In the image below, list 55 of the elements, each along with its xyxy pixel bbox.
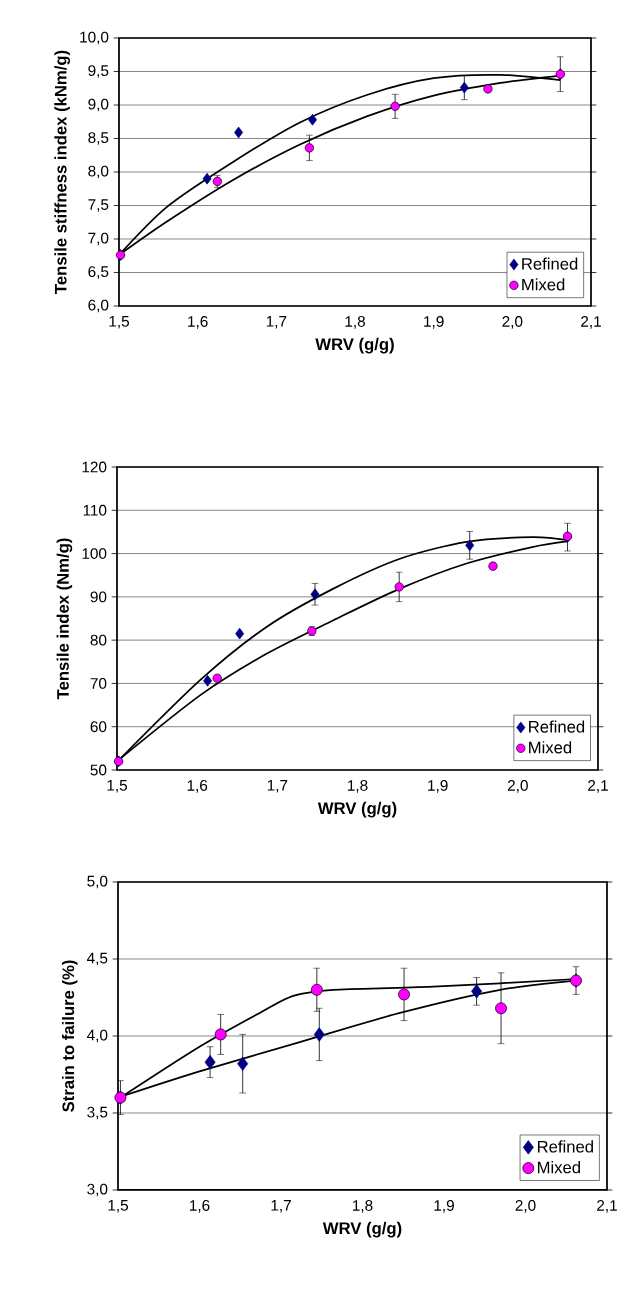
y-tick-label: 8,5 [88, 132, 109, 145]
y-tick-label: 4,5 [86, 952, 108, 966]
y-tick-label: 7,5 [88, 199, 109, 212]
y-tick-label: 3,5 [87, 1106, 108, 1120]
x-tick-label: 1,5 [108, 1200, 129, 1213]
y-tick-label: 50 [90, 764, 107, 776]
legend-label: Refined [522, 257, 578, 270]
x-tick-label: 1,6 [188, 316, 208, 329]
x-tick-label: 1,7 [271, 1200, 291, 1213]
x-tick-label: 1,8 [348, 780, 368, 793]
y-axis-title: Tensile stiffness index (kNm/g) [54, 50, 70, 294]
x-tick-label: 2,1 [588, 780, 608, 793]
x-tick-label: 2,1 [597, 1200, 617, 1213]
x-tick-label: 1,6 [187, 780, 208, 793]
y-tick-label: 5,0 [87, 875, 108, 889]
x-tick-label: 1,5 [107, 780, 128, 793]
x-tick-label: 2,0 [502, 316, 523, 329]
legend-label: Refined [537, 1140, 593, 1153]
y-tick-label: 7,0 [88, 232, 109, 246]
legend-label: Refined [529, 720, 585, 733]
x-axis-title: WRV (g/g) [317, 801, 397, 818]
x-tick-label: 1,9 [434, 1200, 454, 1213]
x-tick-label: 2,0 [515, 1200, 536, 1213]
y-axis-title: Tensile index (Nm/g) [56, 538, 73, 700]
x-axis-title: WRV (g/g) [322, 1221, 402, 1238]
y-tick-label: 70 [90, 678, 107, 689]
x-axis-title: WRV (g/g) [315, 337, 394, 354]
y-tick-label: 9,5 [88, 65, 109, 78]
x-tick-label: 1,6 [190, 1200, 210, 1213]
y-tick-label: 9,0 [88, 98, 109, 112]
y-tick-label: 3,0 [87, 1183, 108, 1197]
y-tick-label: 80 [90, 634, 107, 646]
y-tick-label: 6,0 [88, 299, 109, 313]
x-tick-label: 1,7 [267, 780, 288, 793]
y-tick-label: 8,0 [88, 165, 109, 179]
legend-label: Mixed [529, 741, 572, 754]
y-tick-label: 10,0 [80, 31, 109, 45]
x-tick-label: 2,1 [581, 316, 601, 329]
x-tick-label: 1,9 [428, 780, 448, 793]
legend-label: Mixed [537, 1161, 580, 1174]
y-tick-label: 120 [82, 461, 107, 473]
x-tick-label: 1,8 [353, 1200, 373, 1213]
y-tick-label: 90 [90, 591, 107, 603]
x-tick-label: 1,8 [345, 316, 365, 329]
y-tick-label: 6,5 [88, 266, 109, 279]
x-tick-label: 2,0 [507, 780, 528, 793]
legend-label: Mixed [522, 278, 565, 291]
y-tick-label: 4,0 [86, 1029, 108, 1043]
y-tick-label: 100 [82, 548, 107, 559]
x-tick-label: 1,9 [424, 316, 444, 329]
x-tick-label: 1,7 [266, 316, 287, 329]
y-axis-title: Strain to failure (%) [61, 960, 78, 1112]
y-tick-label: 60 [90, 721, 107, 733]
y-tick-label: 110 [83, 504, 107, 516]
x-tick-label: 1,5 [109, 316, 130, 329]
